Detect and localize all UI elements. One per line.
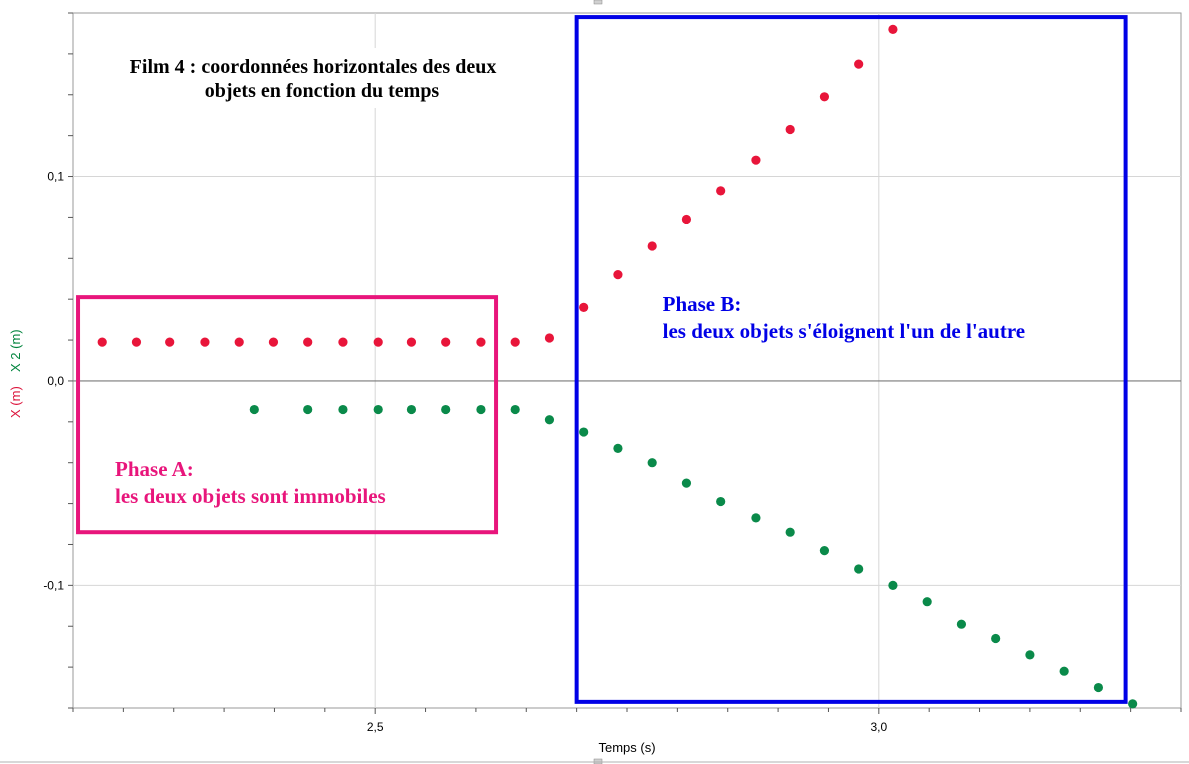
data-point-x2	[613, 443, 623, 453]
data-point-x	[785, 124, 795, 135]
data-point-x2	[751, 513, 761, 523]
phase-b-description: les deux objets s'éloignent l'un de l'au…	[663, 319, 1025, 343]
phase-a-description: les deux objets sont immobiles	[115, 484, 386, 508]
data-point-x	[613, 270, 623, 280]
y-tick-label: 0,0	[47, 374, 64, 388]
data-point-x2	[373, 404, 383, 415]
data-point-x2	[406, 404, 417, 415]
data-point-x	[200, 337, 210, 347]
data-point-x	[97, 337, 107, 347]
data-point-x2	[819, 546, 830, 556]
chart-title-line-1: Film 4 : coordonnées horizontales des de…	[130, 56, 497, 78]
data-point-x2	[1025, 650, 1035, 660]
data-point-x	[681, 214, 692, 225]
phase-a-title: Phase A:	[115, 457, 194, 481]
data-point-x	[303, 337, 313, 347]
data-point-x	[441, 337, 451, 347]
data-point-x2	[785, 527, 795, 537]
data-point-x	[373, 337, 383, 347]
data-point-x	[510, 337, 520, 347]
data-point-x2	[303, 404, 313, 415]
x-tick-label: 2,5	[367, 720, 384, 734]
data-point-x	[544, 333, 555, 343]
y-tick-label: 0,1	[47, 170, 64, 184]
data-point-x2	[991, 633, 1001, 644]
data-point-x	[165, 337, 175, 347]
data-point-x	[819, 92, 830, 102]
data-point-x2	[510, 404, 520, 415]
data-point-x2	[1093, 682, 1104, 693]
data-point-x2	[476, 404, 486, 415]
data-point-x	[854, 59, 864, 69]
data-point-x	[338, 337, 348, 347]
x-tick-label: 3,0	[870, 720, 887, 734]
data-point-x2	[681, 478, 692, 488]
data-point-x2	[922, 597, 932, 607]
phase-b-box	[574, 15, 1128, 704]
data-point-x2	[1128, 699, 1138, 709]
data-point-x2	[888, 580, 898, 590]
y-axis-label-x2: X 2 (m)	[8, 329, 23, 372]
data-point-x	[234, 337, 244, 347]
data-point-x2	[854, 564, 864, 574]
data-point-x	[406, 337, 417, 347]
data-point-x	[476, 337, 486, 347]
top-resize-handle[interactable]	[593, 0, 603, 5]
data-point-x2	[579, 427, 589, 437]
data-point-x	[716, 186, 726, 196]
data-point-x2	[956, 619, 967, 629]
data-point-x	[888, 24, 898, 34]
data-point-x2	[1059, 666, 1069, 676]
data-point-x2	[716, 496, 726, 507]
y-axis-label-x: X (m)	[8, 386, 23, 418]
title-background	[90, 48, 540, 108]
grid	[73, 13, 1181, 708]
data-point-x2	[441, 404, 451, 415]
ticks: 2,5 3,0 0,1 0,0 -0,1	[43, 12, 1182, 734]
x-axis-label: Temps (s)	[598, 740, 655, 755]
data-point-x2	[647, 458, 657, 468]
data-point-x	[647, 241, 657, 251]
data-point-x	[131, 337, 142, 347]
data-point-x	[268, 337, 279, 347]
data-points	[97, 24, 1138, 709]
data-point-x2	[249, 404, 259, 415]
phase-b-title: Phase B:	[663, 292, 742, 316]
data-point-x2	[338, 404, 348, 415]
data-point-x	[751, 155, 761, 165]
annotations: Phase A: les deux objets sont immobiles Ph…	[76, 15, 1128, 704]
phase-a-box	[76, 295, 499, 535]
data-point-x	[579, 302, 589, 312]
data-point-x2	[544, 415, 555, 425]
y-tick-label: -0,1	[43, 578, 64, 592]
chart-title-line-2: objets en fonction du temps	[205, 80, 440, 102]
